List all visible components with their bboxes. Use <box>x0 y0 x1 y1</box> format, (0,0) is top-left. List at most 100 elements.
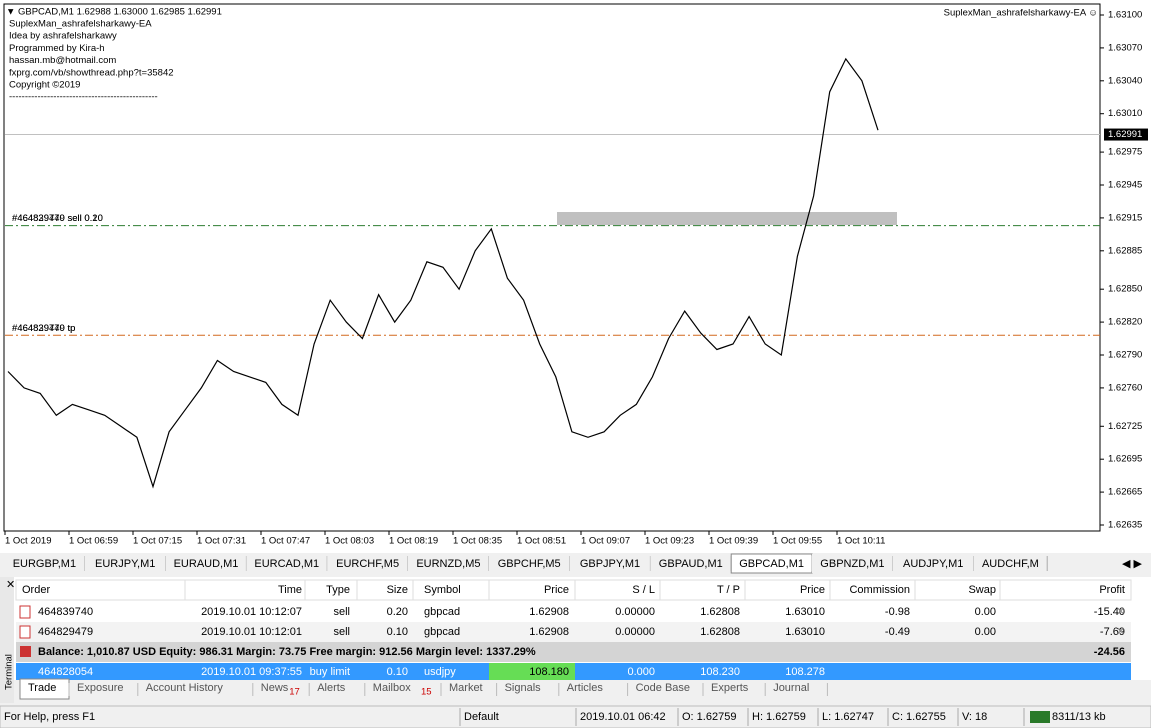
x-tick-label: 1 Oct 09:23 <box>645 536 694 547</box>
symbol-tab[interactable] <box>650 554 732 573</box>
status-item: For Help, press F1 <box>4 711 95 723</box>
row-close[interactable]: ✕ <box>1116 626 1125 638</box>
cell: 2019.10.01 09:37:55 <box>201 666 302 678</box>
symbol-tab[interactable] <box>973 554 1048 573</box>
x-tick-label: 1 Oct 08:35 <box>453 536 502 547</box>
symbol-tab[interactable] <box>327 554 408 573</box>
terminal-title: Terminal <box>4 654 15 690</box>
y-tick-label: 1.63100 <box>1108 10 1142 21</box>
symbol-tab-label[interactable]: EURCHF,M5 <box>336 558 399 570</box>
symbol-tab[interactable] <box>569 554 651 573</box>
symbol-tab-label[interactable]: GBPAUD,M1 <box>659 558 723 570</box>
x-tick-label: 1 Oct 10:11 <box>837 536 885 547</box>
y-tick-label: 1.62820 <box>1108 317 1142 328</box>
y-tick-label: 1.63010 <box>1108 108 1142 119</box>
order-label: #464839740 tp <box>12 323 75 334</box>
cell: 1.63010 <box>785 606 825 618</box>
row-close[interactable]: ✕ <box>1116 606 1125 618</box>
cell: Order <box>22 584 50 596</box>
traffic-icon <box>1030 711 1050 723</box>
price-series <box>7 57 879 489</box>
x-tick-label: 1 Oct 07:47 <box>261 536 310 547</box>
cell: Price <box>544 584 569 596</box>
symbol-tab[interactable] <box>246 554 328 573</box>
info-line: Programmed by Kira-h <box>9 43 105 54</box>
symbol-tab[interactable] <box>165 554 247 573</box>
cell: gbpcad <box>424 626 460 638</box>
cell: Commission <box>849 584 910 596</box>
symbol-tab-label[interactable]: EURAUD,M1 <box>174 558 239 570</box>
x-tick-label: 1 Oct 08:03 <box>325 536 374 547</box>
info-line: ----------------------------------------… <box>9 92 158 103</box>
bottom-tab[interactable]: Code Base <box>636 682 690 694</box>
symbol-tab-label[interactable]: GBPCAD,M1 <box>739 558 804 570</box>
bottom-tab[interactable]: Articles <box>567 682 604 694</box>
symbol-tab[interactable] <box>488 554 570 573</box>
close-icon[interactable]: ✕ <box>6 579 15 591</box>
bottom-tab[interactable]: Experts <box>711 682 749 694</box>
tab-badge: 15 <box>421 687 432 698</box>
cell: 1.62908 <box>529 606 569 618</box>
chart-bg <box>0 0 1151 553</box>
symbol-tab[interactable] <box>812 554 893 573</box>
symbol-tab-label[interactable]: GBPJPY,M1 <box>580 558 640 570</box>
bottom-tab[interactable]: Trade <box>28 682 56 694</box>
status-item: O: 1.62759 <box>682 711 736 723</box>
tab-arrows: ◀ ▶ <box>1122 558 1143 570</box>
x-tick-label: 1 Oct 07:31 <box>197 536 246 547</box>
symbol-tab-label[interactable]: GBPCHF,M5 <box>498 558 561 570</box>
y-tick-label: 1.62790 <box>1108 350 1142 361</box>
symbol-tab[interactable] <box>4 554 85 573</box>
cell: -7.69 <box>1100 626 1125 638</box>
cell: 108.230 <box>700 666 740 678</box>
x-tick-label: 1 Oct 08:19 <box>389 536 438 547</box>
bottom-tab[interactable]: Account History <box>146 682 224 694</box>
symbol-tab-label[interactable]: EURJPY,M1 <box>95 558 155 570</box>
symbol-tab-label[interactable]: AUDJPY,M1 <box>903 558 963 570</box>
symbol-tab-label[interactable]: EURGBP,M1 <box>13 558 76 570</box>
cell: Type <box>326 584 350 596</box>
cell: 108.180 <box>529 666 569 678</box>
symbol-tab-label[interactable]: GBPNZD,M1 <box>820 558 884 570</box>
cell: 464829479 <box>38 626 93 638</box>
bottom-tab[interactable]: Market <box>449 682 483 694</box>
symbol-tab-label[interactable]: EURNZD,M5 <box>416 558 480 570</box>
pending-price-bg <box>489 663 575 680</box>
status-item: 8311/13 kb <box>1052 711 1106 723</box>
symbol-tab[interactable] <box>84 554 166 573</box>
row-bg <box>16 602 1131 622</box>
balance-icon <box>20 646 31 657</box>
y-tick-label: 1.62945 <box>1108 180 1142 191</box>
bottom-tab[interactable]: Signals <box>505 682 542 694</box>
bottom-tabs-bg <box>14 680 1151 702</box>
symbol-tab[interactable] <box>408 554 489 573</box>
symbol-tab[interactable] <box>892 554 974 573</box>
cell: 2019.10.01 10:12:07 <box>201 606 302 618</box>
info-line: SuplexMan_ashrafelsharkawy-EA <box>9 19 152 30</box>
y-tick-label: 1.62915 <box>1108 212 1142 223</box>
cell: 1.62808 <box>700 606 740 618</box>
symbol-tab-label[interactable]: EURCAD,M1 <box>254 558 319 570</box>
cell: 0.00000 <box>615 626 655 638</box>
cell: -15.40 <box>1094 606 1125 618</box>
cell: 1.62908 <box>529 626 569 638</box>
info-line: Copyright ©2019 <box>9 80 80 91</box>
cell: Price <box>800 584 825 596</box>
cell: 1.62808 <box>700 626 740 638</box>
zone <box>557 212 897 225</box>
cell: buy limit <box>310 666 350 678</box>
bottom-tab[interactable]: Alerts <box>317 682 346 694</box>
cell: 108.278 <box>785 666 825 678</box>
bottom-tab[interactable]: Exposure <box>77 682 123 694</box>
chart-frame <box>3 3 1101 532</box>
price-tag <box>1104 128 1148 141</box>
cell: S / L <box>632 584 655 596</box>
symbol-tab-label[interactable]: AUDCHF,M <box>982 558 1039 570</box>
tab-badge: 17 <box>289 687 300 698</box>
cell: Size <box>387 584 408 596</box>
bottom-tab[interactable]: News <box>261 682 289 694</box>
bottom-tab[interactable]: Journal <box>773 682 809 694</box>
y-tick-label: 1.63040 <box>1108 75 1142 86</box>
bottom-tab[interactable]: Mailbox <box>373 682 411 694</box>
y-tick-label: 1.62850 <box>1108 284 1142 295</box>
